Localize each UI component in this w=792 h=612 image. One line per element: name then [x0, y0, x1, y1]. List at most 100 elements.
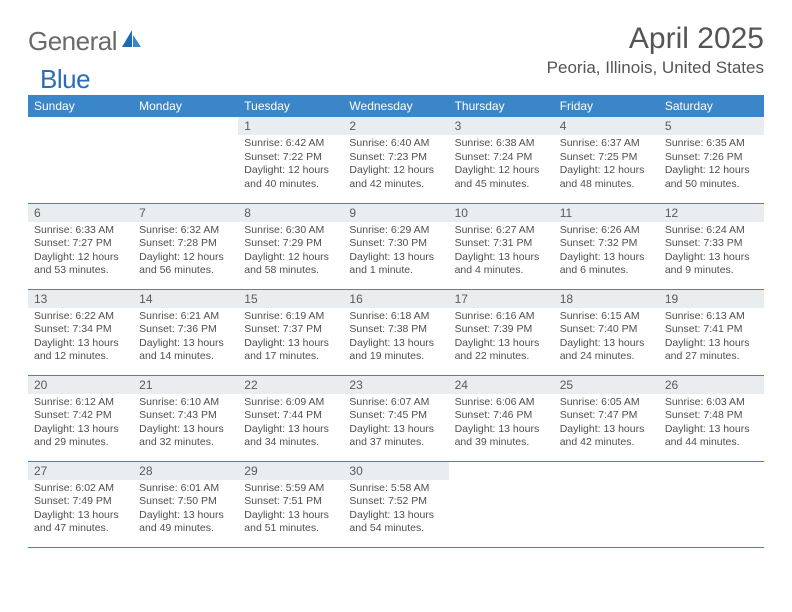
calendar-cell: 23Sunrise: 6:07 AMSunset: 7:45 PMDayligh… — [343, 375, 448, 461]
day-body: Sunrise: 6:10 AMSunset: 7:43 PMDaylight:… — [133, 394, 238, 455]
day-number: 9 — [343, 204, 448, 222]
calendar-cell: 28Sunrise: 6:01 AMSunset: 7:50 PMDayligh… — [133, 461, 238, 547]
day-number: 10 — [449, 204, 554, 222]
day-number: 17 — [449, 290, 554, 308]
day-header: Saturday — [659, 95, 764, 117]
day-number: 14 — [133, 290, 238, 308]
day-body: Sunrise: 6:33 AMSunset: 7:27 PMDaylight:… — [28, 222, 133, 283]
day-body: Sunrise: 6:07 AMSunset: 7:45 PMDaylight:… — [343, 394, 448, 455]
day-number: 20 — [28, 376, 133, 394]
calendar-cell: 26Sunrise: 6:03 AMSunset: 7:48 PMDayligh… — [659, 375, 764, 461]
day-body: Sunrise: 6:18 AMSunset: 7:38 PMDaylight:… — [343, 308, 448, 369]
calendar-table: SundayMondayTuesdayWednesdayThursdayFrid… — [28, 95, 764, 548]
day-body: Sunrise: 6:05 AMSunset: 7:47 PMDaylight:… — [554, 394, 659, 455]
calendar-cell: 21Sunrise: 6:10 AMSunset: 7:43 PMDayligh… — [133, 375, 238, 461]
calendar-cell: 25Sunrise: 6:05 AMSunset: 7:47 PMDayligh… — [554, 375, 659, 461]
calendar-cell: 14Sunrise: 6:21 AMSunset: 7:36 PMDayligh… — [133, 289, 238, 375]
calendar-cell: 8Sunrise: 6:30 AMSunset: 7:29 PMDaylight… — [238, 203, 343, 289]
day-number: 2 — [343, 117, 448, 135]
day-body: Sunrise: 6:22 AMSunset: 7:34 PMDaylight:… — [28, 308, 133, 369]
day-number: 3 — [449, 117, 554, 135]
day-body: Sunrise: 6:02 AMSunset: 7:49 PMDaylight:… — [28, 480, 133, 541]
calendar-cell: 11Sunrise: 6:26 AMSunset: 7:32 PMDayligh… — [554, 203, 659, 289]
calendar-cell: 30Sunrise: 5:58 AMSunset: 7:52 PMDayligh… — [343, 461, 448, 547]
day-number: 16 — [343, 290, 448, 308]
day-number: 22 — [238, 376, 343, 394]
calendar-week-row: 1Sunrise: 6:42 AMSunset: 7:22 PMDaylight… — [28, 117, 764, 203]
day-number: 13 — [28, 290, 133, 308]
calendar-cell: 20Sunrise: 6:12 AMSunset: 7:42 PMDayligh… — [28, 375, 133, 461]
day-body: Sunrise: 6:16 AMSunset: 7:39 PMDaylight:… — [449, 308, 554, 369]
day-body: Sunrise: 5:59 AMSunset: 7:51 PMDaylight:… — [238, 480, 343, 541]
calendar-body: 1Sunrise: 6:42 AMSunset: 7:22 PMDaylight… — [28, 117, 764, 547]
day-body: Sunrise: 6:29 AMSunset: 7:30 PMDaylight:… — [343, 222, 448, 283]
day-body: Sunrise: 6:12 AMSunset: 7:42 PMDaylight:… — [28, 394, 133, 455]
day-number: 30 — [343, 462, 448, 480]
day-number: 19 — [659, 290, 764, 308]
day-number: 27 — [28, 462, 133, 480]
calendar-cell: 5Sunrise: 6:35 AMSunset: 7:26 PMDaylight… — [659, 117, 764, 203]
day-body: Sunrise: 5:58 AMSunset: 7:52 PMDaylight:… — [343, 480, 448, 541]
day-number: 6 — [28, 204, 133, 222]
day-body: Sunrise: 6:09 AMSunset: 7:44 PMDaylight:… — [238, 394, 343, 455]
day-number: 8 — [238, 204, 343, 222]
day-body: Sunrise: 6:06 AMSunset: 7:46 PMDaylight:… — [449, 394, 554, 455]
calendar-cell — [28, 117, 133, 203]
day-number: 4 — [554, 117, 659, 135]
day-body: Sunrise: 6:32 AMSunset: 7:28 PMDaylight:… — [133, 222, 238, 283]
day-number: 29 — [238, 462, 343, 480]
day-body: Sunrise: 6:38 AMSunset: 7:24 PMDaylight:… — [449, 135, 554, 196]
day-number: 23 — [343, 376, 448, 394]
calendar-cell: 9Sunrise: 6:29 AMSunset: 7:30 PMDaylight… — [343, 203, 448, 289]
calendar-cell: 15Sunrise: 6:19 AMSunset: 7:37 PMDayligh… — [238, 289, 343, 375]
day-body: Sunrise: 6:13 AMSunset: 7:41 PMDaylight:… — [659, 308, 764, 369]
calendar-cell: 2Sunrise: 6:40 AMSunset: 7:23 PMDaylight… — [343, 117, 448, 203]
day-number: 7 — [133, 204, 238, 222]
calendar-week-row: 6Sunrise: 6:33 AMSunset: 7:27 PMDaylight… — [28, 203, 764, 289]
calendar-cell: 19Sunrise: 6:13 AMSunset: 7:41 PMDayligh… — [659, 289, 764, 375]
day-header: Sunday — [28, 95, 133, 117]
day-body: Sunrise: 6:26 AMSunset: 7:32 PMDaylight:… — [554, 222, 659, 283]
calendar-cell: 13Sunrise: 6:22 AMSunset: 7:34 PMDayligh… — [28, 289, 133, 375]
calendar-week-row: 20Sunrise: 6:12 AMSunset: 7:42 PMDayligh… — [28, 375, 764, 461]
day-number: 28 — [133, 462, 238, 480]
location: Peoria, Illinois, United States — [547, 58, 764, 78]
month-title: April 2025 — [547, 22, 764, 56]
calendar-cell — [659, 461, 764, 547]
sail-icon — [121, 29, 143, 54]
day-body: Sunrise: 6:42 AMSunset: 7:22 PMDaylight:… — [238, 135, 343, 196]
calendar-week-row: 27Sunrise: 6:02 AMSunset: 7:49 PMDayligh… — [28, 461, 764, 547]
day-number: 1 — [238, 117, 343, 135]
day-body: Sunrise: 6:01 AMSunset: 7:50 PMDaylight:… — [133, 480, 238, 541]
day-number: 5 — [659, 117, 764, 135]
day-number: 12 — [659, 204, 764, 222]
calendar-week-row: 13Sunrise: 6:22 AMSunset: 7:34 PMDayligh… — [28, 289, 764, 375]
day-body: Sunrise: 6:37 AMSunset: 7:25 PMDaylight:… — [554, 135, 659, 196]
logo-text-2: Blue — [40, 64, 90, 95]
day-body: Sunrise: 6:27 AMSunset: 7:31 PMDaylight:… — [449, 222, 554, 283]
day-number: 15 — [238, 290, 343, 308]
calendar-cell — [133, 117, 238, 203]
calendar-cell: 1Sunrise: 6:42 AMSunset: 7:22 PMDaylight… — [238, 117, 343, 203]
logo: General — [28, 26, 145, 57]
calendar-cell: 17Sunrise: 6:16 AMSunset: 7:39 PMDayligh… — [449, 289, 554, 375]
day-header: Wednesday — [343, 95, 448, 117]
calendar-cell: 16Sunrise: 6:18 AMSunset: 7:38 PMDayligh… — [343, 289, 448, 375]
calendar-cell — [554, 461, 659, 547]
day-body: Sunrise: 6:21 AMSunset: 7:36 PMDaylight:… — [133, 308, 238, 369]
calendar-header-row: SundayMondayTuesdayWednesdayThursdayFrid… — [28, 95, 764, 117]
calendar-cell: 3Sunrise: 6:38 AMSunset: 7:24 PMDaylight… — [449, 117, 554, 203]
calendar-cell: 27Sunrise: 6:02 AMSunset: 7:49 PMDayligh… — [28, 461, 133, 547]
day-header: Tuesday — [238, 95, 343, 117]
calendar-cell: 4Sunrise: 6:37 AMSunset: 7:25 PMDaylight… — [554, 117, 659, 203]
day-header: Monday — [133, 95, 238, 117]
day-body: Sunrise: 6:35 AMSunset: 7:26 PMDaylight:… — [659, 135, 764, 196]
logo-text-1: General — [28, 26, 117, 57]
day-number: 21 — [133, 376, 238, 394]
day-body: Sunrise: 6:24 AMSunset: 7:33 PMDaylight:… — [659, 222, 764, 283]
day-number: 11 — [554, 204, 659, 222]
day-body: Sunrise: 6:30 AMSunset: 7:29 PMDaylight:… — [238, 222, 343, 283]
day-body: Sunrise: 6:19 AMSunset: 7:37 PMDaylight:… — [238, 308, 343, 369]
day-body: Sunrise: 6:03 AMSunset: 7:48 PMDaylight:… — [659, 394, 764, 455]
day-header: Thursday — [449, 95, 554, 117]
